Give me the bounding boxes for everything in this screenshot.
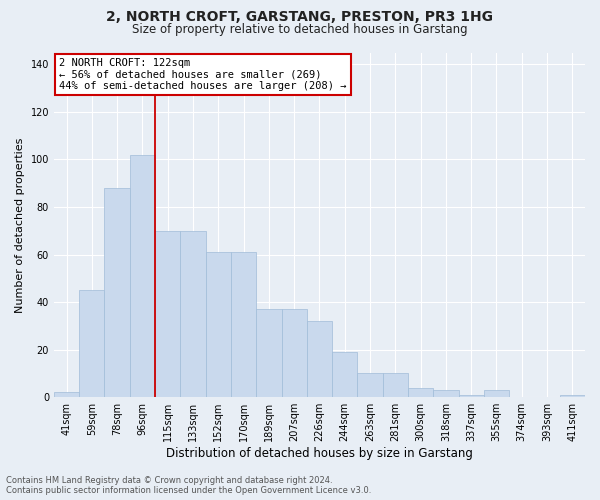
Bar [560,395,585,397]
Text: Size of property relative to detached houses in Garstang: Size of property relative to detached ho… [132,22,468,36]
Bar [332,352,358,397]
Bar [206,252,231,397]
X-axis label: Distribution of detached houses by size in Garstang: Distribution of detached houses by size … [166,447,473,460]
Bar [383,374,408,397]
Bar [181,231,206,397]
Bar [358,374,383,397]
Bar [256,309,281,397]
Bar [79,290,104,397]
Bar [54,392,79,397]
Text: 2 NORTH CROFT: 122sqm
← 56% of detached houses are smaller (269)
44% of semi-det: 2 NORTH CROFT: 122sqm ← 56% of detached … [59,58,347,91]
Y-axis label: Number of detached properties: Number of detached properties [15,137,25,312]
Bar [130,154,155,397]
Bar [307,321,332,397]
Text: Contains HM Land Registry data © Crown copyright and database right 2024.
Contai: Contains HM Land Registry data © Crown c… [6,476,371,495]
Bar [281,309,307,397]
Text: 2, NORTH CROFT, GARSTANG, PRESTON, PR3 1HG: 2, NORTH CROFT, GARSTANG, PRESTON, PR3 1… [107,10,493,24]
Bar [484,390,509,397]
Bar [408,388,433,397]
Bar [155,231,181,397]
Bar [104,188,130,397]
Bar [433,390,458,397]
Bar [458,395,484,397]
Bar [231,252,256,397]
